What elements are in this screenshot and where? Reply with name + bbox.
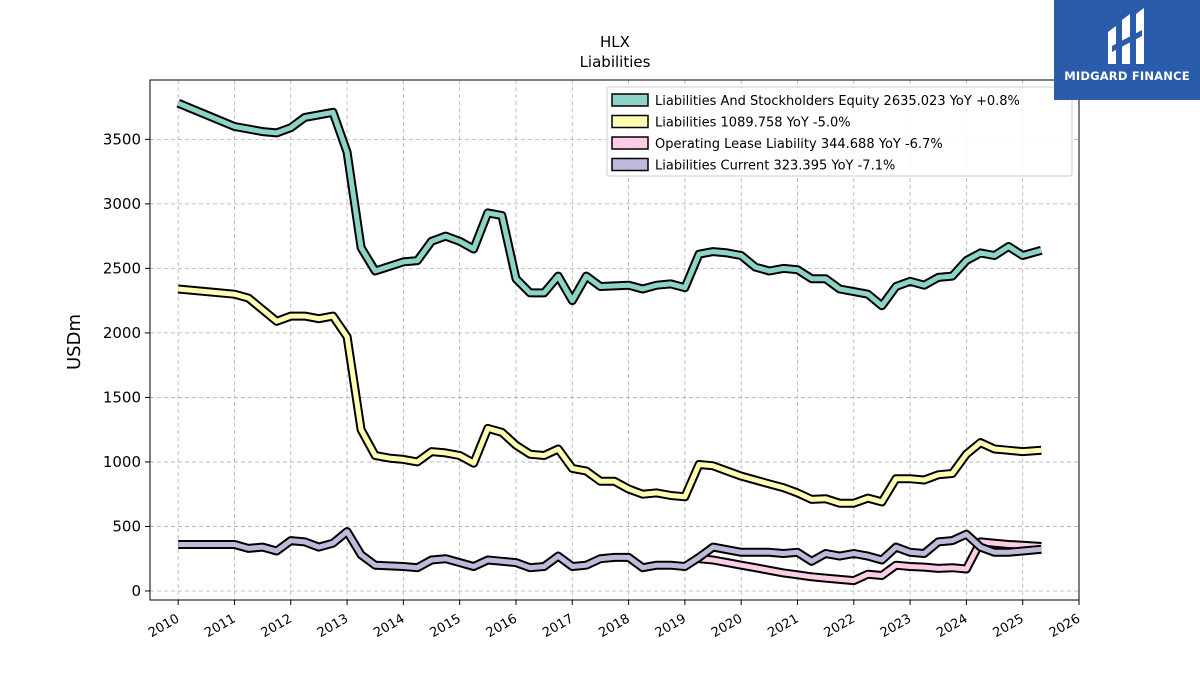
legend-label: Liabilities 1089.758 YoY -5.0% [655, 116, 851, 131]
y-tick-label: 0 [131, 582, 141, 600]
legend-label: Liabilities And Stockholders Equity 2635… [655, 94, 1020, 109]
series-stroke [177, 100, 1042, 309]
y-tick-label: 1000 [103, 453, 141, 471]
y-axis-label: USDm [64, 314, 85, 370]
y-tick-label: 2500 [103, 259, 141, 277]
x-tick-label: 2018 [596, 611, 632, 641]
x-tick-label: 2021 [765, 611, 801, 641]
legend-label: Operating Lease Liability 344.688 YoY -6… [655, 137, 943, 152]
y-tick-label: 2000 [103, 324, 141, 342]
legend-label: Liabilities Current 323.395 YoY -7.1% [655, 159, 895, 174]
series-line-1 [177, 284, 1042, 508]
y-tick-label: 1500 [103, 388, 141, 406]
x-tick-label: 2016 [484, 611, 520, 641]
x-tick-label: 2013 [315, 611, 351, 641]
x-tick-label: 2019 [653, 611, 689, 641]
x-axis-ticks: 2010 2011 2012 2013 2014 2015 2016 2017 2018 2019… [146, 600, 1083, 641]
x-tick-label: 2023 [878, 611, 914, 641]
legend-swatch [611, 157, 649, 172]
legend-swatch [611, 93, 649, 107]
series-line-3 [178, 527, 1042, 573]
x-tick-label: 2026 [1047, 611, 1083, 641]
x-tick-label: 2011 [202, 611, 238, 641]
x-tick-label: 2012 [259, 611, 295, 641]
x-tick-label: 2022 [822, 611, 858, 641]
x-tick-label: 2020 [709, 611, 745, 641]
x-tick-label: 2015 [428, 611, 464, 641]
y-tick-label: 3500 [103, 130, 141, 148]
legend-swatch [611, 114, 649, 129]
brand-logo: MIDGARD FINANCE [1054, 0, 1200, 100]
y-axis-ticks: 0 500 1000 1500 2000 2500 3000 3500 [103, 130, 150, 600]
chart-title: HLX [600, 33, 630, 51]
x-tick-label: 2010 [146, 611, 182, 641]
series-layer [176, 99, 1043, 586]
y-tick-label: 3000 [103, 195, 141, 213]
series-outline [177, 284, 1042, 508]
chart-subtitle: Liabilities [580, 53, 651, 71]
x-tick-label: 2017 [540, 611, 576, 641]
legend: Liabilities And Stockholders Equity 2635… [606, 86, 1073, 177]
legend-box [606, 86, 1073, 177]
x-tick-label: 2014 [371, 611, 407, 641]
series-stroke [178, 529, 1042, 571]
plot-frame [149, 79, 1080, 601]
x-tick-label: 2025 [991, 611, 1027, 641]
y-tick-label: 500 [112, 517, 141, 535]
midgard-logo-icon [1108, 8, 1144, 64]
legend-swatch [611, 136, 649, 150]
series-stroke [177, 286, 1042, 506]
x-tick-label: 2024 [934, 611, 970, 641]
series-line-0 [176, 99, 1043, 311]
brand-name: MIDGARD FINANCE [1064, 69, 1190, 83]
